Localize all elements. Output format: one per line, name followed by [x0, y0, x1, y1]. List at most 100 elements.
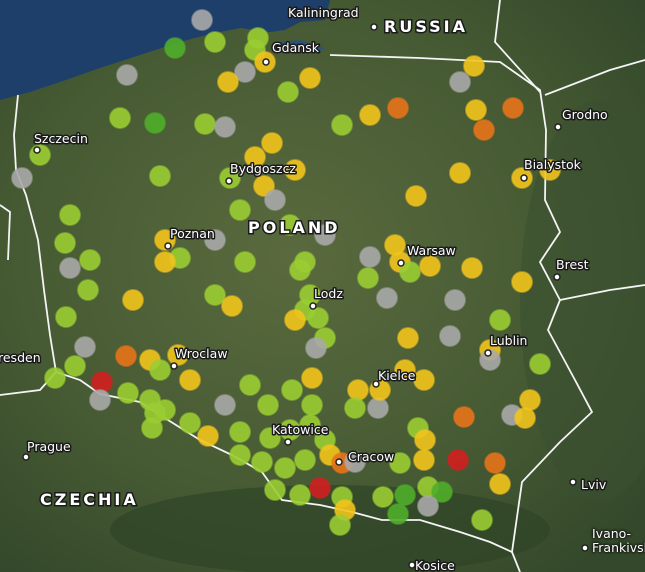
station-marker [284, 159, 306, 181]
station-marker [116, 64, 138, 86]
station-marker [413, 449, 435, 471]
city-dot [581, 544, 589, 552]
station-marker [447, 449, 469, 471]
city-label: Ivano-Frankivsk [592, 526, 645, 555]
station-marker [397, 327, 419, 349]
station-marker [149, 359, 171, 381]
country-label: RUSSIA [384, 17, 468, 36]
station-marker [59, 204, 81, 226]
station-marker [277, 81, 299, 103]
station-marker [261, 132, 283, 154]
station-marker [244, 146, 266, 168]
station-marker [399, 261, 421, 283]
station-marker [221, 295, 243, 317]
labels: Kaliningrad RUSSIA Gdansk Szczecin Grodn… [0, 4, 609, 572]
station-marker [359, 104, 381, 126]
station-marker [289, 259, 311, 281]
station-marker [414, 429, 436, 451]
station-marker [514, 407, 536, 429]
city-dot [554, 123, 562, 131]
city-label: Kosice [415, 558, 455, 572]
station-marker [154, 399, 176, 421]
station-marker [74, 336, 96, 358]
border-neighbors [494, 0, 645, 301]
station-marker [449, 71, 471, 93]
city-dot [309, 302, 317, 310]
city-label: Gdansk [272, 40, 320, 55]
station-marker [299, 67, 321, 89]
city-dot [484, 349, 492, 357]
city-dot [33, 146, 41, 154]
city-label: Szczecin [34, 131, 88, 146]
station-marker [431, 481, 453, 503]
station-marker [484, 452, 506, 474]
station-marker [444, 289, 466, 311]
city-label: Kielce [378, 368, 416, 383]
city-label: Lublin [490, 333, 527, 348]
station-marker [229, 444, 251, 466]
station-marker [141, 417, 163, 439]
station-marker [11, 167, 33, 189]
station-marker [214, 116, 236, 138]
station-marker [197, 425, 219, 447]
station-marker [239, 374, 261, 396]
station-marker [289, 484, 311, 506]
city-dot [164, 242, 172, 250]
station-marker [59, 257, 81, 279]
station-marker [109, 107, 131, 129]
station-marker [394, 484, 416, 506]
city-dot [372, 380, 380, 388]
city-dot [225, 177, 233, 185]
city-label: Katowice [272, 422, 329, 437]
station-marker [229, 421, 251, 443]
station-marker [413, 369, 435, 391]
station-marker [344, 451, 366, 473]
station-marker [179, 412, 201, 434]
station-marker [229, 199, 251, 221]
station-marker [259, 427, 281, 449]
station-marker [394, 359, 416, 381]
station-marker [164, 37, 186, 59]
station-marker [359, 246, 381, 268]
station-marker [489, 309, 511, 331]
station-marker [257, 394, 279, 416]
city-dot [262, 58, 270, 66]
station-marker [376, 287, 398, 309]
station-marker [284, 309, 306, 331]
station-marker [251, 451, 273, 473]
station-marker [179, 369, 201, 391]
station-marker [79, 249, 101, 271]
station-marker [417, 495, 439, 517]
station-marker [309, 477, 331, 499]
city-label: Wroclaw [175, 346, 228, 361]
city-label: Lodz [314, 286, 343, 301]
station-marker [439, 325, 461, 347]
station-marker [91, 371, 113, 393]
station-marker [214, 394, 236, 416]
country-label: POLAND [248, 218, 341, 237]
station-marker [89, 389, 111, 411]
lagoon [278, 40, 325, 52]
station-markers [11, 9, 561, 536]
city-label: Bydgoszcz [230, 161, 296, 176]
station-marker [77, 279, 99, 301]
city-label: Brest [556, 257, 589, 272]
station-marker [274, 457, 296, 479]
station-marker [465, 99, 487, 121]
city-dot [408, 561, 416, 569]
station-marker [44, 367, 66, 389]
station-marker [357, 267, 379, 289]
station-marker [453, 406, 475, 428]
city-dot [397, 259, 405, 267]
station-marker [54, 232, 76, 254]
sea [0, 0, 330, 100]
station-marker [539, 159, 561, 181]
station-marker [264, 479, 286, 501]
station-marker [264, 189, 286, 211]
city-label: Cracow [348, 449, 394, 464]
station-marker [405, 185, 427, 207]
station-marker [471, 509, 493, 531]
terrain-east [520, 100, 645, 500]
city-label: Lviv [581, 477, 607, 492]
